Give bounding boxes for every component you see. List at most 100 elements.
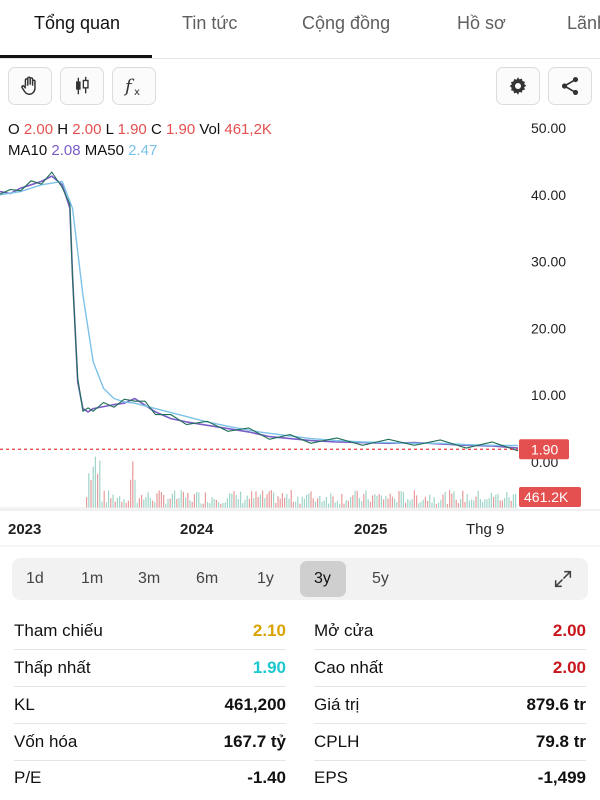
stat-value: 167.7 tỷ	[223, 732, 286, 751]
volume-bar	[112, 494, 114, 508]
range-5y[interactable]: 5y	[372, 570, 389, 587]
ma-readout: MA10 2.08 MA50 2.47	[8, 142, 157, 159]
function-icon: f x	[123, 76, 140, 98]
volume-bar	[361, 501, 363, 508]
volume-bar	[438, 502, 440, 508]
current-volume-tag	[519, 487, 581, 507]
current-price-label: 1.90	[531, 441, 558, 457]
volume-bar	[233, 491, 235, 508]
volume-bar	[475, 496, 477, 508]
volume-bar	[108, 490, 110, 508]
volume-bar	[367, 499, 369, 508]
volume-bar	[352, 495, 354, 508]
volume-bar	[490, 492, 492, 508]
volume-bar	[290, 490, 292, 508]
volume-bar	[226, 498, 228, 508]
indicator-tool-button[interactable]: f x	[112, 67, 156, 105]
volume-bar	[97, 473, 99, 508]
stat-row-open: Mở cửa 2.00	[314, 613, 586, 650]
top-tab-bar: Tổng quan Tin tức Cộng đồng Hồ sơ Lãnh	[0, 0, 600, 59]
volume-bar	[413, 490, 415, 508]
volume-bar	[506, 491, 508, 508]
candlestick-icon	[76, 76, 89, 95]
volume-bar	[429, 494, 431, 508]
volume-label: Vol	[199, 121, 221, 138]
tab-leadership[interactable]: Lãnh	[567, 13, 600, 33]
y-tick-label: 20.00	[531, 320, 566, 336]
volume-bar	[308, 493, 310, 508]
volume-bar	[240, 491, 242, 508]
volume-bar	[325, 496, 327, 508]
volume-bar	[424, 496, 426, 508]
stat-row-low: Thấp nhất 1.90	[14, 650, 286, 687]
volume-bar	[156, 493, 158, 508]
range-3m[interactable]: 3m	[138, 570, 161, 587]
expand-icon[interactable]	[552, 568, 574, 590]
volume-bar	[336, 500, 338, 508]
y-tick-label: 30.00	[531, 254, 566, 270]
volume-bar	[501, 500, 503, 508]
volume-bar	[266, 494, 268, 508]
volume-bar	[297, 496, 299, 508]
volume-bar	[328, 503, 330, 508]
volume-bar	[152, 500, 154, 508]
volume-bar	[369, 501, 371, 508]
range-1m[interactable]: 1m	[81, 570, 104, 587]
volume-bar	[235, 495, 237, 508]
volume-bar	[130, 479, 132, 508]
volume-bar	[312, 498, 314, 508]
volume-bar	[385, 496, 387, 508]
stat-row-pe: P/E -1.40	[14, 760, 286, 796]
high-value: 2.00	[72, 121, 102, 138]
volume-bar	[246, 495, 248, 508]
volume-bar	[405, 502, 407, 508]
volume-bar	[116, 497, 118, 508]
volume-bar	[433, 497, 435, 508]
volume-bar	[257, 497, 259, 508]
volume-bar	[420, 501, 422, 508]
volume-bar	[466, 494, 468, 508]
volume-bar	[380, 495, 382, 508]
settings-button[interactable]	[496, 67, 540, 105]
stat-label: Tham chiếu	[14, 621, 103, 640]
tab-news[interactable]: Tin tức	[182, 13, 238, 33]
stat-label: CPLH	[314, 732, 360, 751]
range-1y[interactable]: 1y	[257, 570, 274, 587]
hand-tool-button[interactable]	[8, 67, 52, 105]
range-6m[interactable]: 6m	[196, 570, 219, 587]
volume-bar	[229, 493, 231, 508]
volume-bar	[259, 494, 261, 508]
stat-label: Giá trị	[314, 695, 360, 714]
stat-value: -1.40	[247, 768, 286, 787]
range-1d[interactable]: 1d	[26, 570, 44, 587]
volume-bar	[268, 491, 270, 508]
tab-profile[interactable]: Hồ sơ	[457, 13, 506, 33]
volume-bar	[504, 498, 506, 508]
volume-bar	[125, 502, 127, 508]
volume-bar	[99, 460, 101, 508]
candlestick-tool-button[interactable]	[60, 67, 104, 105]
share-button[interactable]	[548, 67, 592, 105]
volume-bar	[160, 492, 162, 508]
tab-overview[interactable]: Tổng quan	[34, 13, 121, 33]
price-chart[interactable]: 50.0040.0030.0020.0010.000.001.90461.2K2…	[0, 110, 600, 550]
volume-bar	[134, 480, 136, 508]
high-label: H	[57, 121, 69, 138]
volume-bar	[451, 493, 453, 508]
volume-bar	[356, 490, 358, 508]
volume-bar	[163, 495, 165, 508]
volume-bar	[204, 492, 206, 508]
volume-bar	[92, 466, 94, 508]
range-3y[interactable]: 3y	[314, 570, 331, 587]
ma10-line	[0, 175, 519, 449]
volume-bar	[237, 499, 239, 508]
ma10-value: 2.08	[51, 142, 81, 159]
tab-community[interactable]: Cộng đồng	[302, 13, 391, 33]
volume-bar	[464, 502, 466, 508]
volume-bar	[330, 493, 332, 508]
volume-bar	[462, 490, 464, 508]
volume-bar	[158, 490, 160, 508]
volume-bar	[248, 498, 250, 508]
stat-row-shares-outstanding: CPLH 79.8 tr	[314, 724, 586, 761]
volume-bar	[138, 498, 140, 508]
